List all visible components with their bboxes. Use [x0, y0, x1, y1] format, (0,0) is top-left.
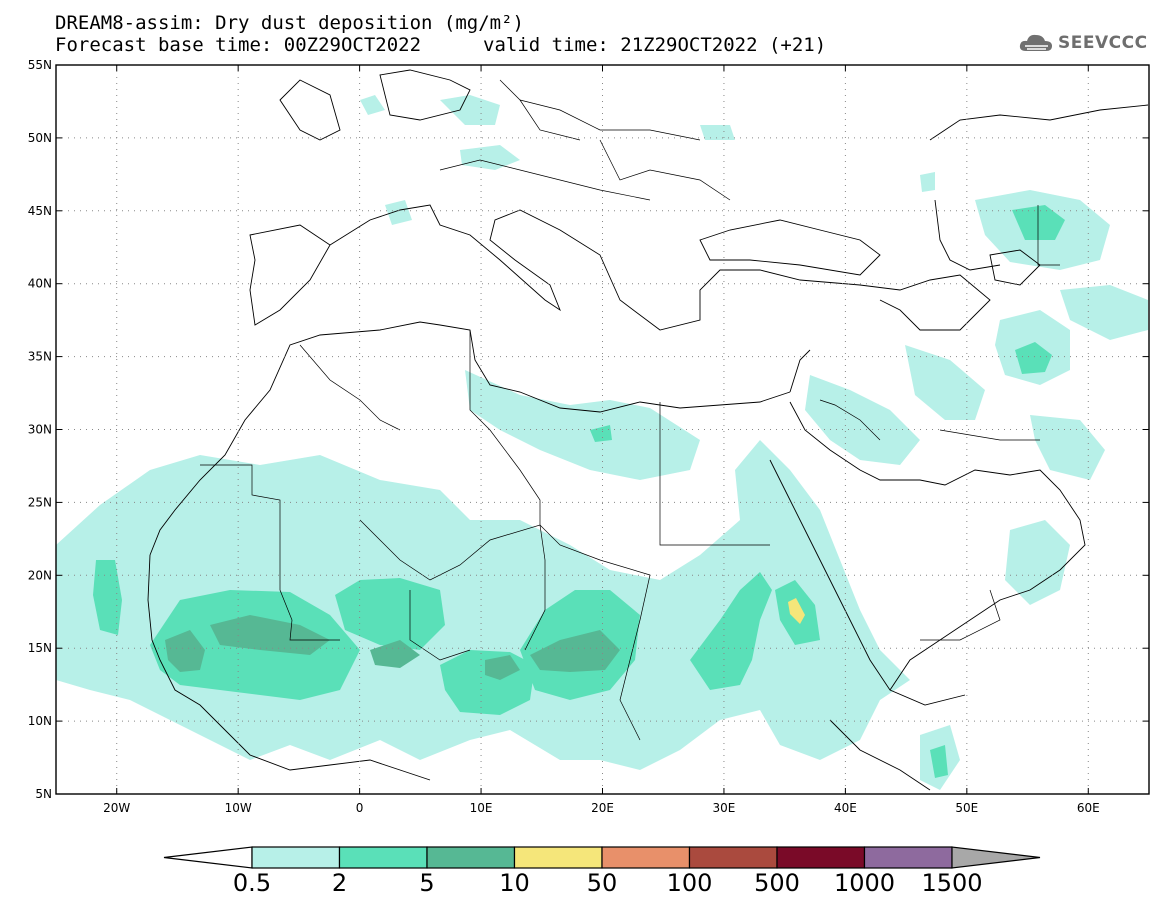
colorbar-label: 0.5 — [232, 869, 272, 897]
valid-time: valid time: 21Z29OCT2022 (+21) — [483, 34, 827, 56]
colorbar-swatch — [426, 846, 516, 869]
colorbar-high-arrow — [951, 846, 1041, 869]
colorbar-swatch — [601, 846, 691, 869]
colorbar-swatch — [513, 846, 603, 869]
colorbar-low-arrow — [163, 846, 253, 869]
lon-label: 20W — [103, 801, 130, 815]
lat-label: 55N — [28, 58, 52, 72]
longitude-labels: 20W 10W 0 10E 20E 30E 40E 50E 60E — [103, 801, 1100, 815]
lon-label: 30E — [713, 801, 736, 815]
lat-label: 5N — [35, 787, 52, 801]
forecast-base-time: Forecast base time: 00Z29OCT2022 — [55, 34, 422, 56]
latitude-labels: 55N 50N 45N 40N 35N 30N 25N 20N 15N 10N 5N — [28, 58, 52, 801]
colorbar-swatch — [776, 846, 866, 869]
colorbar-swatch — [688, 846, 778, 869]
colorbar-label: 50 — [586, 869, 618, 897]
lon-label: 60E — [1077, 801, 1100, 815]
colorbar-swatch — [251, 846, 341, 869]
seevccc-logo: SEEVCCC — [1018, 30, 1148, 56]
lon-label: 10W — [225, 801, 252, 815]
lon-label: 20E — [591, 801, 614, 815]
cloud-logo-icon — [1019, 34, 1052, 51]
colorbar-swatch — [338, 846, 428, 869]
colorbar-label: 1500 — [921, 869, 983, 897]
lat-label: 30N — [28, 423, 52, 437]
lon-label: 0 — [356, 801, 364, 815]
lon-label: 10E — [470, 801, 493, 815]
dust-shading-high — [165, 615, 620, 680]
colorbar-label: 2 — [331, 869, 348, 897]
map-title: DREAM8-assim: Dry dust deposition (mg/m²… — [55, 12, 524, 34]
colorbar-label: 1000 — [833, 869, 896, 897]
lat-label: 10N — [28, 714, 52, 728]
axis-ticks — [56, 64, 1149, 795]
coastlines — [147, 69, 1149, 791]
colorbar-label: 100 — [666, 869, 713, 897]
lat-label: 45N — [28, 204, 52, 218]
colorbar — [163, 846, 1041, 869]
lat-label: 25N — [28, 495, 52, 509]
lat-label: 20N — [28, 568, 52, 582]
colorbar-label: 10 — [499, 869, 530, 897]
lat-label: 15N — [28, 641, 52, 655]
lat-label: 40N — [28, 277, 52, 291]
dust-shading-mid — [93, 205, 1065, 778]
lat-label: 35N — [28, 350, 52, 364]
lon-label: 40E — [834, 801, 857, 815]
lat-label: 50N — [28, 131, 52, 145]
gridlines — [56, 65, 1149, 794]
colorbar-label: 5 — [419, 869, 435, 897]
dust-shading-peak — [788, 598, 805, 624]
colorbar-swatch — [863, 846, 953, 869]
country-borders — [200, 79, 1060, 741]
colorbar-label: 500 — [754, 869, 800, 897]
lon-label: 50E — [955, 801, 978, 815]
logo-text: SEEVCCC — [1058, 33, 1148, 53]
